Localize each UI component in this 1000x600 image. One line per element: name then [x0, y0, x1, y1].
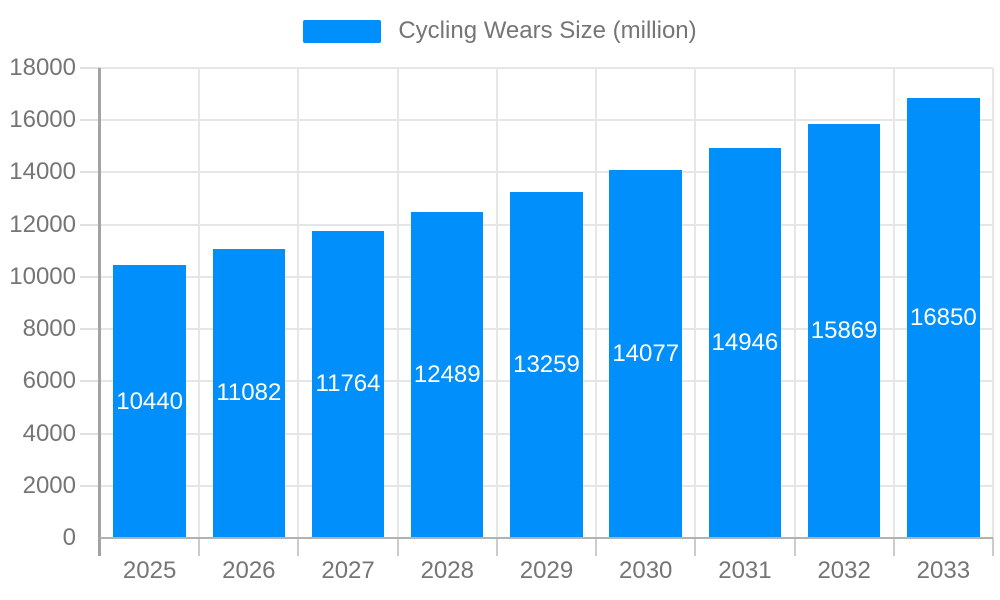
y-tick-10000 — [80, 275, 100, 278]
x-tick — [495, 538, 498, 556]
bar-2029[interactable]: 13259 — [510, 191, 583, 538]
bar-2031[interactable]: 14946 — [708, 147, 782, 538]
gridline-v — [892, 68, 895, 538]
bar-value-label: 15869 — [810, 316, 878, 344]
y-tick-18000 — [80, 67, 100, 69]
y-axis-tick-label: 4000 — [22, 419, 76, 447]
gridline-v — [297, 68, 300, 538]
bar-value-label: 12489 — [413, 360, 481, 388]
x-axis-tick-label: 2028 — [420, 557, 474, 584]
bar-value-label: 14946 — [711, 328, 779, 356]
y-axis-tick-label: 10000 — [9, 262, 76, 290]
bar-slot-2028: 12489 — [398, 68, 497, 538]
x-axis-tick-label: 2026 — [222, 557, 276, 584]
y-tick-8000 — [80, 328, 100, 331]
bar-2025[interactable]: 10440 — [113, 265, 186, 538]
bar-value-label: 14077 — [612, 340, 680, 368]
gridline-h-16000 — [100, 119, 993, 122]
bar-slot-2031: 14946 — [695, 68, 794, 538]
bar-slot-2033: 16850 — [894, 68, 993, 538]
y-tick-2000 — [80, 484, 100, 487]
x-axis-tick-label: 2030 — [619, 557, 673, 584]
gridline-v — [793, 68, 796, 538]
y-axis-line — [98, 68, 101, 556]
x-tick — [198, 538, 201, 556]
gridline-h-14000 — [100, 171, 993, 174]
gridline-v — [694, 68, 697, 538]
y-axis-labels: 0 2000 4000 6000 8000 10000 12000 14000 16000 180… — [0, 56, 76, 550]
gridline-v — [992, 68, 994, 538]
plot-area: 10440 11082 11764 12489 13259 14077 14946 15869… — [80, 67, 994, 556]
bar-slot-2032: 15869 — [795, 68, 894, 538]
bar-value-label: 11082 — [216, 379, 282, 407]
x-tick — [694, 538, 697, 556]
bar-value-label: 13259 — [513, 350, 580, 378]
bar-2033[interactable]: 16850 — [907, 98, 980, 538]
x-axis-tick-label: 2033 — [916, 557, 971, 584]
x-axis-tick-label: 2032 — [817, 557, 871, 584]
bar-value-label: 16850 — [909, 304, 977, 332]
bar-value-label: 11764 — [315, 370, 381, 398]
y-axis-tick-label: 2000 — [22, 471, 76, 499]
y-axis-tick-label: 6000 — [22, 367, 76, 395]
y-axis-tick-label: 14000 — [9, 158, 76, 186]
bar-value-label: 10440 — [116, 387, 183, 415]
gridline-v — [198, 68, 201, 538]
bar-slot-2027: 11764 — [298, 68, 397, 538]
y-tick-16000 — [80, 119, 100, 122]
x-tick — [892, 538, 895, 556]
x-axis-labels: 2025 2026 2027 2028 2029 2030 2031 2032 2033 — [100, 554, 993, 588]
gridline-v — [396, 68, 399, 538]
x-axis-tick-label: 2031 — [718, 557, 772, 584]
y-axis-tick-label: 8000 — [22, 315, 76, 343]
y-axis-tick-label: 0 — [62, 524, 76, 551]
legend-item[interactable]: Cycling Wears Size (million) — [0, 14, 1000, 48]
bar-slot-2029: 13259 — [497, 68, 596, 538]
x-axis-line — [100, 537, 993, 539]
gridline-h-18000 — [100, 67, 993, 69]
legend-swatch-icon — [303, 19, 382, 43]
bar-2026[interactable]: 11082 — [212, 248, 286, 538]
y-axis-tick-label: 16000 — [9, 106, 76, 134]
y-axis-tick-label: 12000 — [9, 210, 76, 238]
x-tick — [793, 538, 796, 556]
bar-2032[interactable]: 15869 — [807, 123, 881, 538]
x-tick — [992, 538, 994, 556]
y-tick-4000 — [80, 432, 100, 435]
bar-slot-2025: 10440 — [100, 68, 199, 538]
gridline-v — [595, 68, 598, 538]
bar-2027[interactable]: 11764 — [311, 230, 385, 538]
bar-slot-2030: 14077 — [596, 68, 695, 538]
y-tick-6000 — [80, 380, 100, 383]
y-tick-12000 — [80, 223, 100, 226]
bar-slot-2026: 11082 — [199, 68, 298, 538]
bar-2028[interactable]: 12489 — [411, 211, 484, 538]
gridline-v — [495, 68, 498, 538]
x-tick — [396, 538, 399, 556]
y-tick-14000 — [80, 171, 100, 174]
x-axis-tick-label: 2027 — [321, 557, 375, 584]
y-axis-tick-label: 18000 — [9, 54, 76, 81]
x-tick — [595, 538, 598, 556]
x-axis-tick-label: 2025 — [122, 557, 177, 584]
legend-label: Cycling Wears Size (million) — [398, 17, 697, 44]
bars-container: 10440 11082 11764 12489 13259 14077 14946 15869… — [100, 68, 993, 538]
x-axis-tick-label: 2029 — [519, 557, 574, 584]
x-tick — [297, 538, 300, 556]
bar-2030[interactable]: 14077 — [609, 170, 682, 538]
